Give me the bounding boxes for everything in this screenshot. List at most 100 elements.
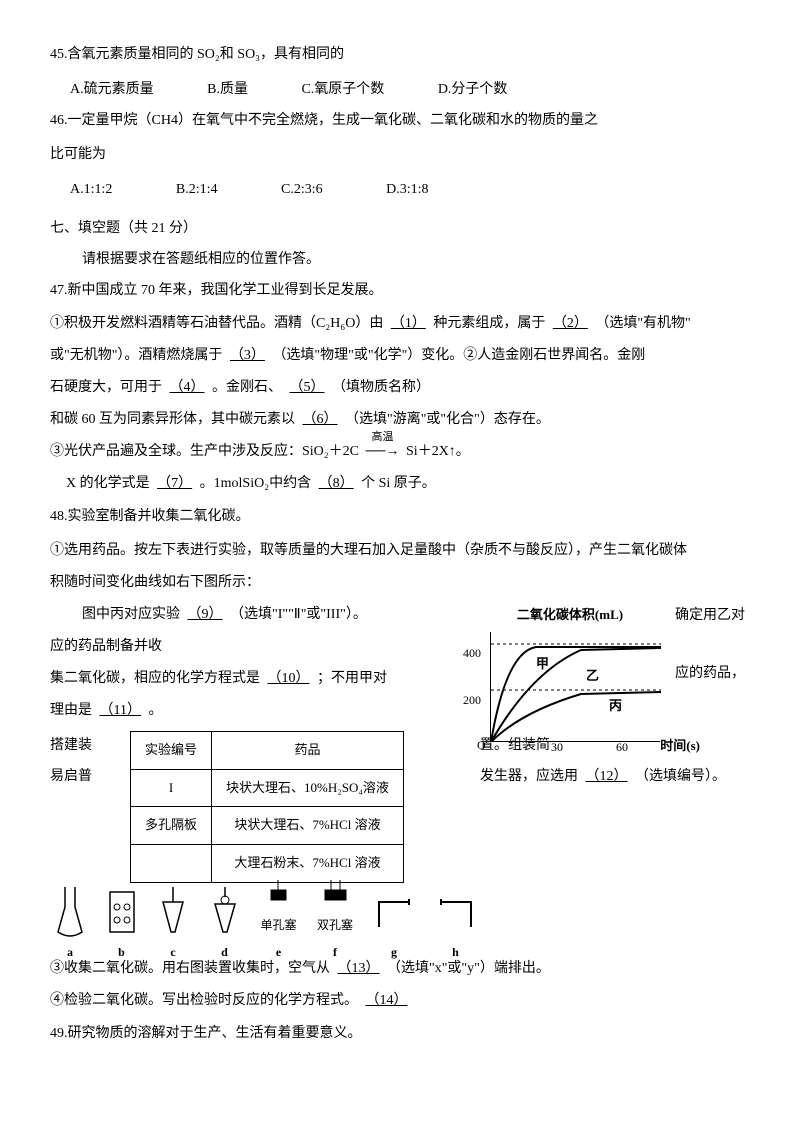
q47-line6: X 的化学式是 （7） 。1molSiO₂中约含 （8） 个 Si 原子。 [50, 470, 750, 498]
appa-h-label: h [452, 945, 459, 959]
section-7-note: 请根据要求在答题纸相应的位置作答。 [50, 245, 750, 276]
ytick-200: 200 [463, 687, 481, 713]
ytick-400: 400 [463, 640, 481, 666]
q47-l5a: ③光伏产品遍及全球。生产中涉及反应：SiO₂＋2C [50, 444, 359, 459]
q49-stem: 49.研究物质的溶解对于生产、生活有着重要意义。 [50, 1019, 750, 1050]
table-row: 实验编号 药品 [131, 732, 404, 770]
co2-chart: 二氧化碳体积(mL) 400 200 O 30 60 时间(s) 甲 乙 丙 [470, 601, 670, 742]
q48-l7a: 搭建装 [50, 731, 125, 762]
th-id: 实验编号 [131, 732, 212, 770]
td-r2c1: 多孔隔板 [131, 807, 212, 845]
q48-l8a: 易启普 [50, 762, 125, 793]
q47-l4a: 和碳 60 互为同素异形体，其中碳元素以 [50, 412, 295, 427]
reaction-condition: 高温 [363, 426, 403, 448]
blank-11: （11） [96, 703, 145, 718]
appa-b-label: b [118, 945, 125, 959]
blank-3: （3） [226, 348, 269, 363]
q48-l3: 图中丙对应实验 （9） （选填"I""Ⅱ"或"III"）。 [50, 601, 480, 629]
q46-options: A.1:1:2 B.2:1:4 C.2:3:6 D.3:1:8 [50, 175, 750, 206]
table-row: 多孔隔板 块状大理石、7%HCl 溶液 [131, 807, 404, 845]
label-yi: 乙 [586, 662, 599, 691]
blank-9: （9） [184, 607, 227, 622]
blank-4: （4） [166, 380, 209, 395]
chart-curves [491, 632, 661, 742]
q47-line1: ①积极开发燃料酒精等石油替代品。酒精（C₂H₆O）由 （1） 种元素组成，属于 … [50, 310, 750, 338]
q47-l4b: （选填"游离"或"化合"）态存在。 [345, 412, 550, 427]
apparatus-e: 单孔塞 e [256, 875, 301, 965]
blank-14: （14） [362, 993, 412, 1008]
q47-l6a: X 的化学式是 [66, 476, 150, 491]
q47-l2b: （选填"物理"或"化学"）变化。②人造金刚石世界闻名。金刚 [272, 348, 645, 363]
apparatus-c: c [153, 882, 193, 965]
q48-l8c: （选填编号）。 [635, 769, 726, 784]
appa-d-label: d [221, 945, 228, 959]
blank-10: （10） [264, 671, 314, 686]
q48-l1: ①选用药品。按左下表进行实验，取等质量的大理石加入足量酸中（杂质不与酸反应），产… [50, 537, 750, 565]
appa-e-label: e [276, 945, 281, 959]
q47-stem: 47.新中国成立 70 年来，我国化学工业得到长足发展。 [50, 276, 750, 307]
q48-l6a: 理由是 [50, 703, 92, 718]
q48-l10: ④检验二氧化碳。写出检验时反应的化学方程式。 （14） [50, 987, 750, 1015]
q48-l3a: 图中丙对应实验 [82, 607, 180, 622]
q45-optC: C.氧原子个数 [301, 75, 384, 106]
appa-c-label: c [170, 945, 175, 959]
q47-l1b: 种元素组成，属于 [433, 316, 545, 331]
table-row: I 块状大理石、10%H₂SO₄溶液 [131, 769, 404, 807]
q48-l5: 集二氧化碳，相应的化学方程式是 （10） ；不用甲对 [50, 665, 480, 693]
apparatus-b: b [102, 882, 142, 965]
q47-line3: 石硬度大，可用于 （4） 。金刚石、 （5） （填物质名称） [50, 374, 750, 402]
appa-f-label: f [333, 945, 337, 959]
blank-7: （7） [153, 476, 196, 491]
q48-l5a: 集二氧化碳，相应的化学方程式是 [50, 671, 260, 686]
q47-l3b: 。金刚石、 [212, 380, 282, 395]
q48-l6: 理由是 （11） 。 [50, 697, 480, 725]
q48-l6b: 。 [148, 703, 162, 718]
q47-l6b: 。1molSiO₂中约含 [200, 476, 311, 491]
appa-a-label: a [67, 945, 73, 959]
q48-l10a: ④检验二氧化碳。写出检验时反应的化学方程式。 [50, 993, 358, 1008]
label-bing: 丙 [609, 692, 622, 721]
apparatus-a: a [50, 882, 90, 965]
q47-l3a: 石硬度大，可用于 [50, 380, 162, 395]
q47-l6c: 个 Si 原子。 [361, 476, 436, 491]
th-chem: 药品 [212, 732, 404, 770]
q47-l1a: ①积极开发燃料酒精等石油替代品。酒精（C₂H₆O）由 [50, 316, 383, 331]
chart-title: 二氧化碳体积(mL) [470, 601, 670, 630]
q46-optD: D.3:1:8 [386, 175, 428, 206]
blank-2: （2） [549, 316, 592, 331]
q47-l2a: 或"无机物"）。酒精燃烧属于 [50, 348, 222, 363]
appa-e-text: 单孔塞 [260, 918, 296, 932]
q47-l3c: （填物质名称） [332, 380, 430, 395]
blank-12: （12） [582, 769, 632, 784]
q46-stem: 46.一定量甲烷（CH4）在氧气中不完全燃烧，生成一氧化碳、二氧化碳和水的物质的… [50, 106, 750, 137]
q48-r3: 确定用乙对 [675, 601, 750, 632]
q48-l2: 积随时间变化曲线如右下图所示： [50, 569, 750, 597]
blank-5: （5） [286, 380, 329, 395]
apparatus-f: 双孔塞 f [313, 875, 358, 965]
q48-l4: 应的药品制备并收 [50, 633, 480, 661]
label-jia: 甲 [536, 650, 549, 679]
q48-stem: 48.实验室制备并收集二氧化碳。 [50, 502, 750, 533]
q46-optB: B.2:1:4 [176, 175, 218, 206]
q48-l8-right: 发生器，应选用 （12） （选填编号）。 [480, 762, 740, 793]
td-r2c2: 块状大理石、7%HCl 溶液 [212, 807, 404, 845]
q45-stem: 45.含氧元素质量相同的 SO₂和 SO₃，具有相同的 [50, 40, 750, 71]
q46-optC: C.2:3:6 [281, 175, 323, 206]
q45-optD: D.分子个数 [438, 75, 508, 106]
apparatus-h: h [431, 892, 481, 965]
appa-f-text: 双孔塞 [317, 918, 353, 932]
apparatus-g: g [369, 892, 419, 965]
q47-l5b: Si＋2X↑。 [406, 444, 470, 459]
q47-line2: 或"无机物"）。酒精燃烧属于 （3） （选填"物理"或"化学"）变化。②人造金刚… [50, 342, 750, 370]
td-r1c2: 块状大理石、10%H₂SO₄溶液 [212, 769, 404, 807]
apparatus-d: d [205, 882, 245, 965]
section-7-title: 七、填空题（共 21 分） [50, 214, 750, 245]
blank-6: （6） [299, 412, 342, 427]
q48-l7b: 置。组装简 [480, 731, 740, 762]
td-r1c1: I [131, 769, 212, 807]
q47-line5: ③光伏产品遍及全球。生产中涉及反应：SiO₂＋2C 高温 ──→ Si＋2X↑。 [50, 438, 750, 466]
q45-optA: A.硫元素质量 [70, 75, 154, 106]
q46-stem2: 比可能为 [50, 140, 750, 171]
q48-figure-row: 图中丙对应实验 （9） （选填"I""Ⅱ"或"III"）。 应的药品制备并收 集… [50, 601, 750, 725]
q45-optB: B.质量 [207, 75, 248, 106]
